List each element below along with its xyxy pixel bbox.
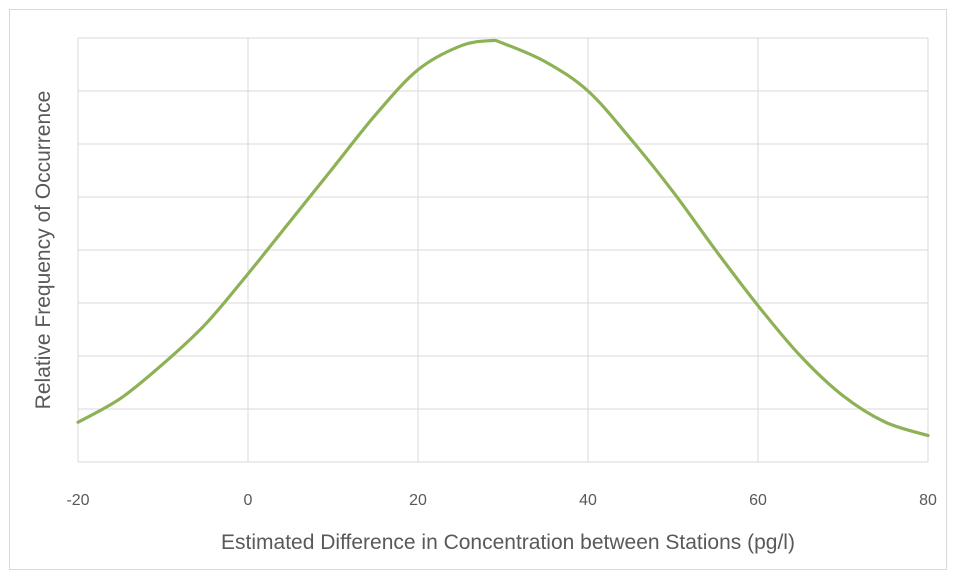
x-tick-label: 60 — [749, 492, 767, 509]
x-tick-label: 40 — [579, 492, 597, 509]
x-tick-label: 80 — [919, 492, 937, 509]
horizontal-gridlines — [78, 37, 928, 463]
x-tick-label: 20 — [409, 492, 427, 509]
series-line — [76, 38, 930, 438]
x-tick-label: 0 — [244, 492, 253, 509]
y-axis-title: Relative Frequency of Occurrence — [32, 91, 55, 410]
x-axis-tick-labels: -20 0 20 40 60 80 — [66, 492, 937, 509]
x-axis-title: Estimated Difference in Concentration be… — [221, 531, 795, 554]
series-layer — [76, 38, 930, 438]
x-tick-label: -20 — [66, 492, 89, 509]
chart-frame — [9, 9, 947, 570]
